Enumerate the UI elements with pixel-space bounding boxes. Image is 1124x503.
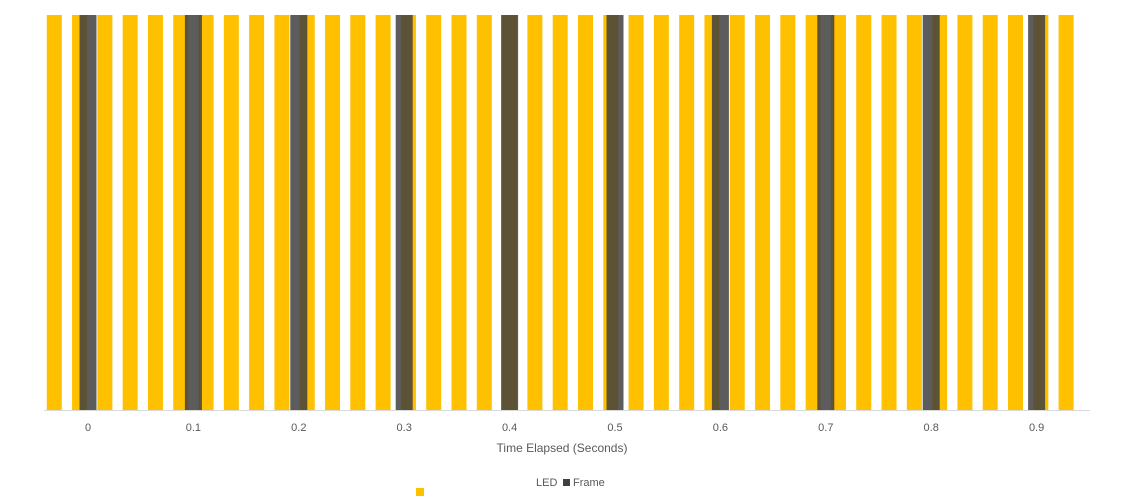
led-bar-38 xyxy=(1008,15,1024,410)
x-tick-label-8: 0.8 xyxy=(924,422,939,434)
led-bar-13 xyxy=(375,15,391,410)
x-tick-label-6: 0.6 xyxy=(713,422,728,434)
led-bar-6 xyxy=(198,15,214,410)
legend: LED Frame xyxy=(416,477,605,496)
frame-bar-5 xyxy=(606,15,624,410)
led-bar-15 xyxy=(426,15,442,410)
led-bar-23 xyxy=(628,15,644,410)
led-bar-20 xyxy=(552,15,568,410)
led-bar-12 xyxy=(350,15,366,410)
frame-bar-7 xyxy=(817,15,835,410)
led-bar-37 xyxy=(982,15,998,410)
frame-bar-6 xyxy=(711,15,729,410)
led-bar-17 xyxy=(476,15,492,410)
legend-frame-label: Frame xyxy=(573,477,605,489)
led-bar-29 xyxy=(780,15,796,410)
x-tick-label-1: 0.1 xyxy=(186,422,201,434)
frame-bar-3 xyxy=(395,15,413,410)
led-bar-25 xyxy=(679,15,695,410)
x-tick-label-3: 0.3 xyxy=(397,422,412,434)
x-tick-labels: 0 0.1 0.2 0.3 0.4 0.5 0.6 0.7 0.8 0.9 xyxy=(85,422,1044,434)
led-bar-32 xyxy=(856,15,872,410)
x-tick-label-2: 0.2 xyxy=(291,422,306,434)
led-bar-21 xyxy=(577,15,593,410)
led-bar-34 xyxy=(906,15,922,410)
led-bar-9 xyxy=(274,15,290,410)
led-bar-19 xyxy=(527,15,543,410)
frame-bar-1 xyxy=(184,15,202,410)
led-bar-16 xyxy=(451,15,467,410)
x-tick-label-7: 0.7 xyxy=(818,422,833,434)
x-tick-label-0: 0 xyxy=(85,422,91,434)
led-bar-0 xyxy=(46,15,62,410)
frame-bar-0 xyxy=(79,15,97,410)
led-bar-30 xyxy=(805,15,821,410)
led-bar-40 xyxy=(1058,15,1074,410)
led-bar-4 xyxy=(147,15,163,410)
legend-frame-swatch xyxy=(563,479,570,486)
x-tick-label-4: 0.4 xyxy=(502,422,517,434)
led-bar-27 xyxy=(729,15,745,410)
x-tick-label-5: 0.5 xyxy=(607,422,622,434)
frame-series xyxy=(79,15,1046,410)
x-axis-title: Time Elapsed (Seconds) xyxy=(497,441,628,455)
led-bar-28 xyxy=(755,15,771,410)
legend-led-label: LED xyxy=(536,477,557,489)
frame-bar-4 xyxy=(501,15,519,410)
frame-bar-2 xyxy=(290,15,308,410)
legend-led-swatch xyxy=(416,488,424,496)
led-bar-8 xyxy=(249,15,265,410)
frame-bar-9 xyxy=(1028,15,1046,410)
led-bar-36 xyxy=(957,15,973,410)
led-bar-5 xyxy=(173,15,189,410)
led-bar-11 xyxy=(325,15,341,410)
led-bar-33 xyxy=(881,15,897,410)
led-bar-7 xyxy=(223,15,239,410)
led-bar-2 xyxy=(97,15,113,410)
led-bar-24 xyxy=(653,15,669,410)
frame-bar-8 xyxy=(922,15,940,410)
led-bar-31 xyxy=(830,15,846,410)
x-tick-label-9: 0.9 xyxy=(1029,422,1044,434)
led-bar-3 xyxy=(122,15,138,410)
